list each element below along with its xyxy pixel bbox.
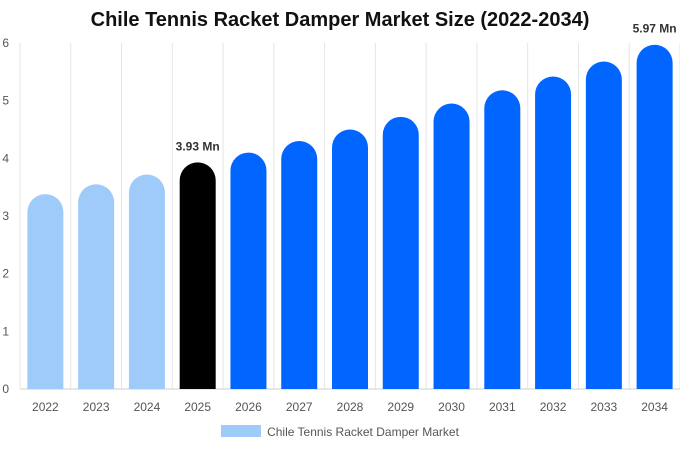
bar-2034 [636, 44, 673, 389]
x-tick-label: 2033 [590, 400, 617, 414]
bar-2027 [281, 141, 318, 389]
bar-2031 [484, 90, 521, 389]
x-tick-label: 2022 [32, 400, 59, 414]
x-tick-label: 2027 [286, 400, 313, 414]
bar-2024 [128, 174, 165, 389]
x-tick-label: 2028 [337, 400, 364, 414]
bar-2026 [230, 152, 267, 389]
bar-2033 [585, 61, 622, 389]
y-tick-label: 6 [2, 36, 9, 50]
data-label: 5.97 Mn [633, 22, 677, 36]
bar-2032 [535, 76, 572, 390]
x-tick-label: 2026 [235, 400, 262, 414]
bar-2025 [179, 162, 216, 389]
y-tick-label: 0 [2, 382, 9, 396]
y-tick-label: 5 [2, 94, 9, 108]
legend: Chile Tennis Racket Damper Market [0, 425, 680, 439]
x-tick-label: 2024 [134, 400, 161, 414]
bar-2022 [27, 194, 64, 389]
bar-2030 [433, 103, 470, 390]
bar-2023 [78, 184, 115, 389]
legend-label: Chile Tennis Racket Damper Market [267, 425, 459, 439]
legend-swatch [221, 425, 262, 437]
data-label: 3.93 Mn [176, 139, 220, 153]
y-tick-label: 2 [2, 267, 9, 281]
bar-2028 [332, 129, 368, 389]
x-tick-label: 2029 [387, 400, 414, 414]
chart-title: Chile Tennis Racket Damper Market Size (… [90, 9, 590, 31]
x-tick-label: 2025 [184, 400, 211, 414]
y-tick-label: 4 [2, 151, 9, 165]
x-tick-label: 2034 [641, 400, 668, 414]
y-tick-label: 1 [2, 324, 9, 338]
x-tick-label: 2032 [540, 400, 567, 414]
bar-2029 [382, 116, 419, 389]
x-tick-label: 2023 [83, 400, 110, 414]
y-tick-label: 3 [2, 209, 9, 223]
x-tick-label: 2031 [489, 400, 516, 414]
x-tick-label: 2030 [438, 400, 465, 414]
